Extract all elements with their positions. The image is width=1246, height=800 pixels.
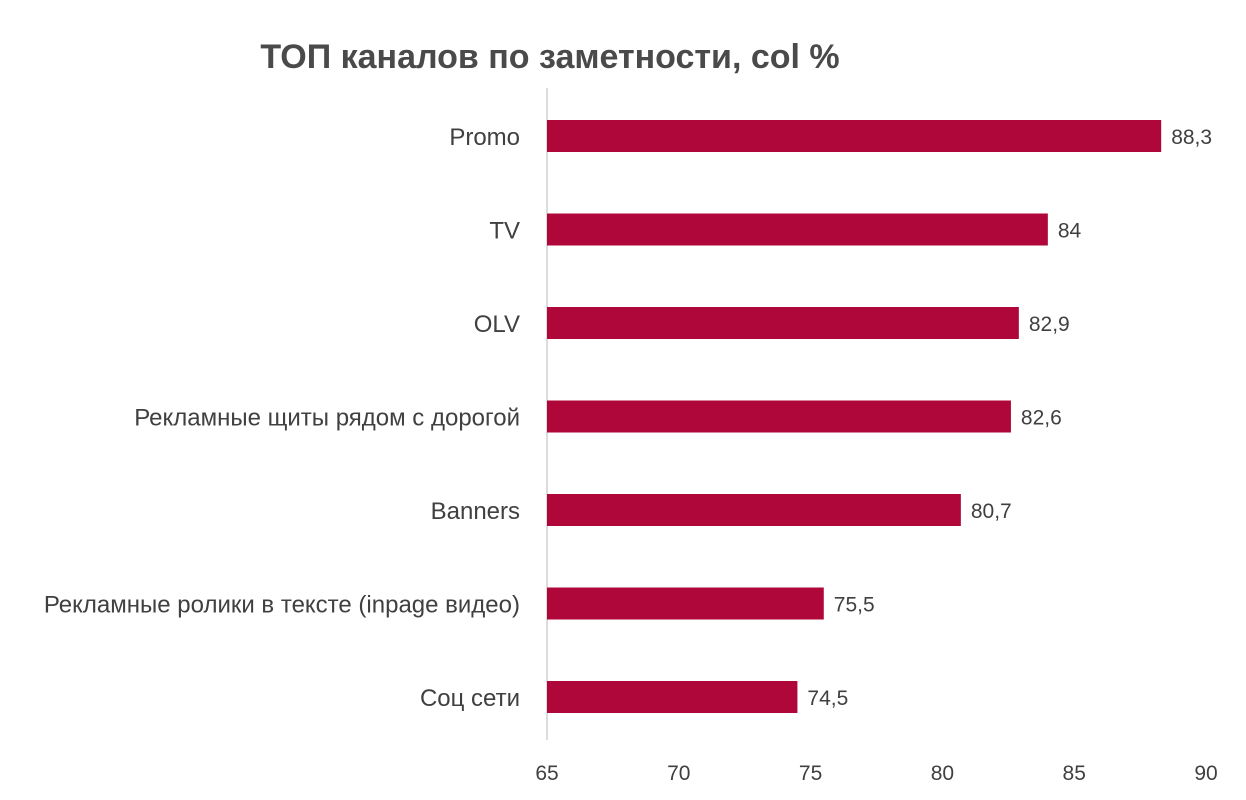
data-label: 82,6 <box>1021 407 1062 430</box>
category-label: Соц сети <box>420 685 520 712</box>
bar <box>547 400 1011 433</box>
chart-title: ТОП каналов по заметности, col % <box>260 38 840 76</box>
bar <box>547 213 1048 246</box>
category-label: OLV <box>474 311 520 338</box>
category-label: Banners <box>431 498 520 525</box>
x-tick-label: 65 <box>535 762 558 785</box>
category-label: TV <box>489 218 520 245</box>
category-label: Рекламные ролики в тексте (inpage видео) <box>44 592 520 619</box>
category-label: Promo <box>449 124 520 151</box>
data-label: 88,3 <box>1171 126 1212 149</box>
data-label: 84 <box>1058 220 1082 243</box>
bar <box>547 307 1019 339</box>
bar <box>547 681 798 713</box>
x-tick-label: 90 <box>1194 762 1217 785</box>
x-tick-label: 80 <box>931 762 954 785</box>
x-tick-label: 75 <box>799 762 822 785</box>
bar <box>547 587 824 620</box>
bar <box>547 494 961 526</box>
x-tick-label: 85 <box>1063 762 1086 785</box>
x-tick-label: 70 <box>667 762 690 785</box>
data-label: 74,5 <box>807 687 848 710</box>
data-label: 75,5 <box>834 594 875 617</box>
bar <box>547 120 1162 152</box>
data-label: 80,7 <box>971 500 1012 523</box>
category-label: Рекламные щиты рядом с дорогой <box>134 405 520 432</box>
data-label: 82,9 <box>1029 313 1070 336</box>
